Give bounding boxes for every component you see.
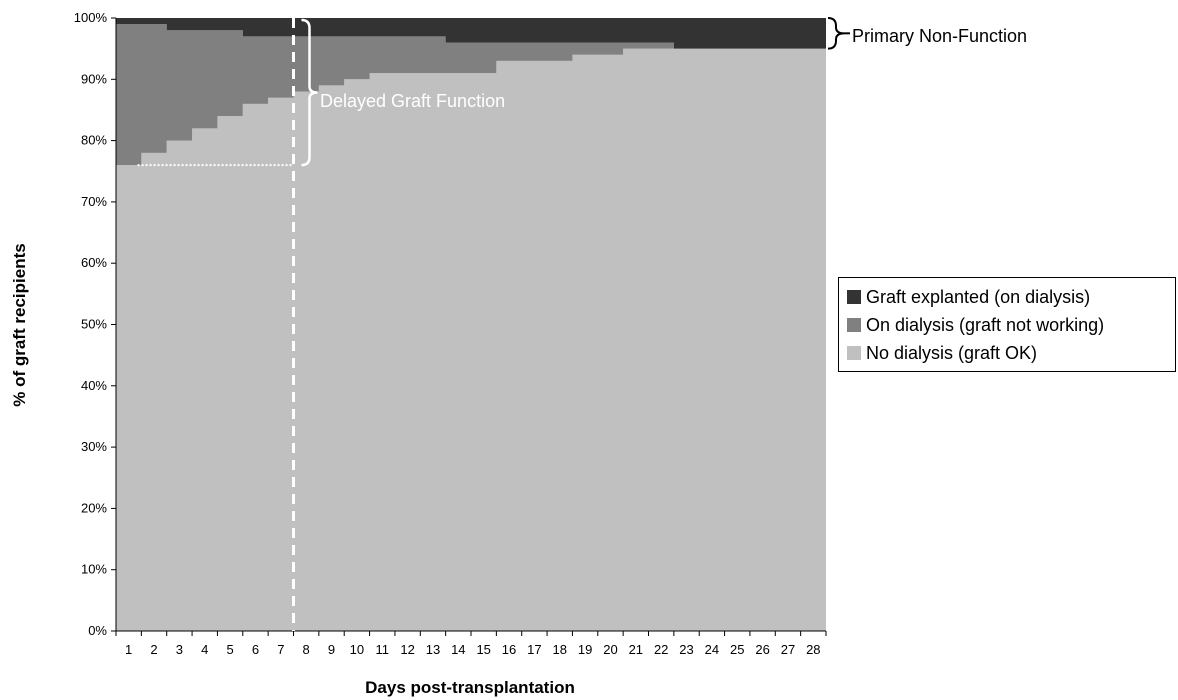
x-tick-label: 13 — [426, 642, 440, 657]
x-tick-label: 14 — [451, 642, 465, 657]
x-tick-label: 28 — [806, 642, 820, 657]
x-tick-label: 21 — [629, 642, 643, 657]
x-tick-label: 12 — [400, 642, 414, 657]
y-axis-title: % of graft recipients — [10, 243, 29, 406]
legend-swatch-on-dialysis — [847, 318, 861, 332]
legend-item-graft-explanted: Graft explanted (on dialysis) — [847, 283, 1175, 311]
x-tick-label: 6 — [252, 642, 259, 657]
legend-label-on-dialysis: On dialysis (graft not working) — [866, 314, 1105, 335]
y-tick-label: 30% — [81, 439, 107, 454]
axes: 0%10%20%30%40%50%60%70%80%90%100%1 2 3 4 5 6 7… — [74, 10, 827, 657]
x-tick-label: 26 — [755, 642, 769, 657]
y-tick-label: 60% — [81, 255, 107, 270]
x-tick-label: 25 — [730, 642, 744, 657]
x-tick-label: 2 — [150, 642, 157, 657]
x-tick-label: 18 — [553, 642, 567, 657]
x-tick-label: 4 — [201, 642, 208, 657]
annotation-overlays — [137, 17, 850, 631]
x-tick-label: 10 — [350, 642, 364, 657]
y-tick-label: 90% — [81, 71, 107, 86]
x-tick-label: 1 — [125, 642, 132, 657]
y-tick-label: 100% — [74, 10, 108, 25]
x-tick-label: 27 — [781, 642, 795, 657]
x-tick-label: 23 — [679, 642, 693, 657]
area-series-0 — [116, 48, 826, 631]
primary-non-function-brace — [827, 17, 845, 50]
y-tick-label: 10% — [81, 562, 107, 577]
x-tick-label: 15 — [476, 642, 490, 657]
x-tick-label: 24 — [705, 642, 719, 657]
legend-label-graft-explanted: Graft explanted (on dialysis) — [866, 286, 1091, 307]
legend-item-on-dialysis: On dialysis (graft not working) — [847, 311, 1175, 339]
x-tick-label: 17 — [527, 642, 541, 657]
x-tick-label: 11 — [376, 642, 390, 657]
x-tick-label: 3 — [176, 642, 183, 657]
x-tick-label: 7 — [277, 642, 284, 657]
delayed-graft-function-brace — [301, 18, 318, 167]
y-tick-label: 70% — [81, 194, 107, 209]
x-axis-title: Days post-transplantation — [365, 678, 575, 697]
legend-label-no-dialysis: No dialysis (graft OK) — [866, 342, 1038, 363]
annotation-delayed-graft-function: Delayed Graft Function — [320, 91, 505, 111]
x-tick-label: 20 — [603, 642, 617, 657]
annotation-primary-non-function: Primary Non-Function — [852, 26, 1027, 46]
legend: Graft explanted (on dialysis) On dialysi… — [838, 277, 1176, 372]
x-tick-label: 5 — [226, 642, 233, 657]
x-tick-label: 22 — [654, 642, 668, 657]
legend-swatch-graft-explanted — [847, 290, 861, 304]
x-tick-label: 9 — [328, 642, 335, 657]
x-tick-label: 19 — [578, 642, 592, 657]
x-tick-label: 8 — [303, 642, 310, 657]
y-tick-label: 0% — [88, 623, 107, 638]
y-tick-label: 50% — [81, 317, 107, 332]
legend-item-no-dialysis: No dialysis (graft OK) — [847, 339, 1175, 367]
legend-swatch-no-dialysis — [847, 346, 861, 360]
x-tick-label: 16 — [502, 642, 516, 657]
y-tick-label: 20% — [81, 500, 107, 515]
y-tick-label: 80% — [81, 133, 107, 148]
y-tick-label: 40% — [81, 378, 107, 393]
